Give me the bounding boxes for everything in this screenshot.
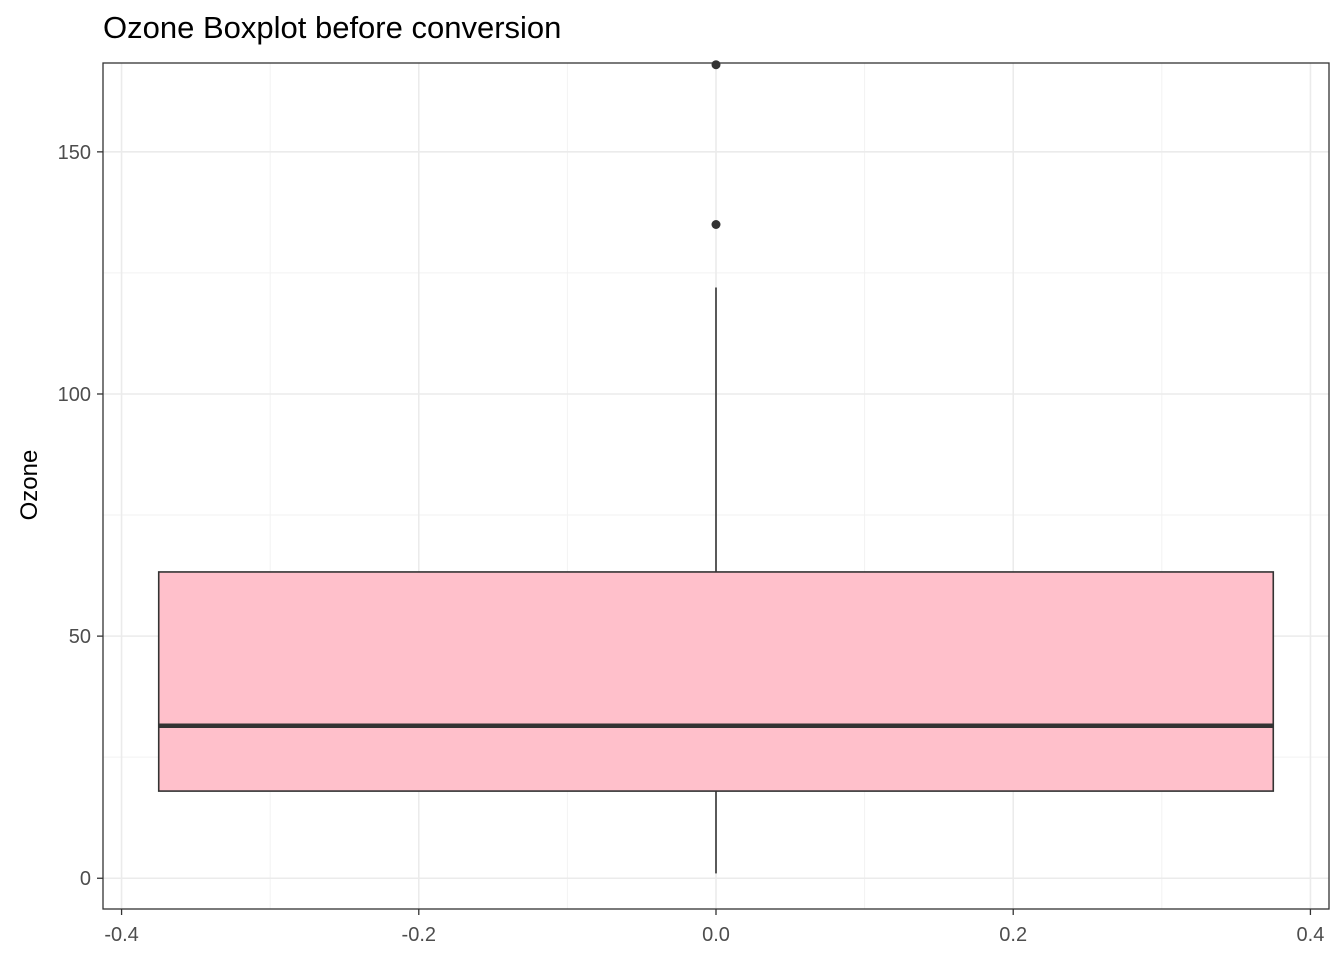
y-axis-title: Ozone [16, 450, 43, 521]
outlier-point [711, 60, 721, 70]
outlier-point [711, 220, 721, 230]
chart-title: Ozone Boxplot before conversion [103, 10, 562, 45]
y-tick-label: 150 [58, 142, 91, 164]
x-tick-label: 0.0 [702, 924, 730, 946]
y-axis: 0 50 100 150 [58, 142, 103, 890]
x-tick-label: 0.2 [999, 924, 1027, 946]
y-tick-label: 100 [58, 384, 91, 406]
iqr-box [157, 571, 1275, 792]
y-tick-label: 0 [80, 868, 91, 890]
y-tick-label: 50 [69, 626, 91, 648]
x-tick-label: -0.4 [104, 924, 138, 946]
x-tick-label: 0.4 [1297, 924, 1325, 946]
x-axis: -0.4 -0.2 0.0 0.2 0.4 [104, 909, 1324, 946]
box-glyph [157, 60, 1275, 874]
x-tick-label: -0.2 [402, 924, 436, 946]
